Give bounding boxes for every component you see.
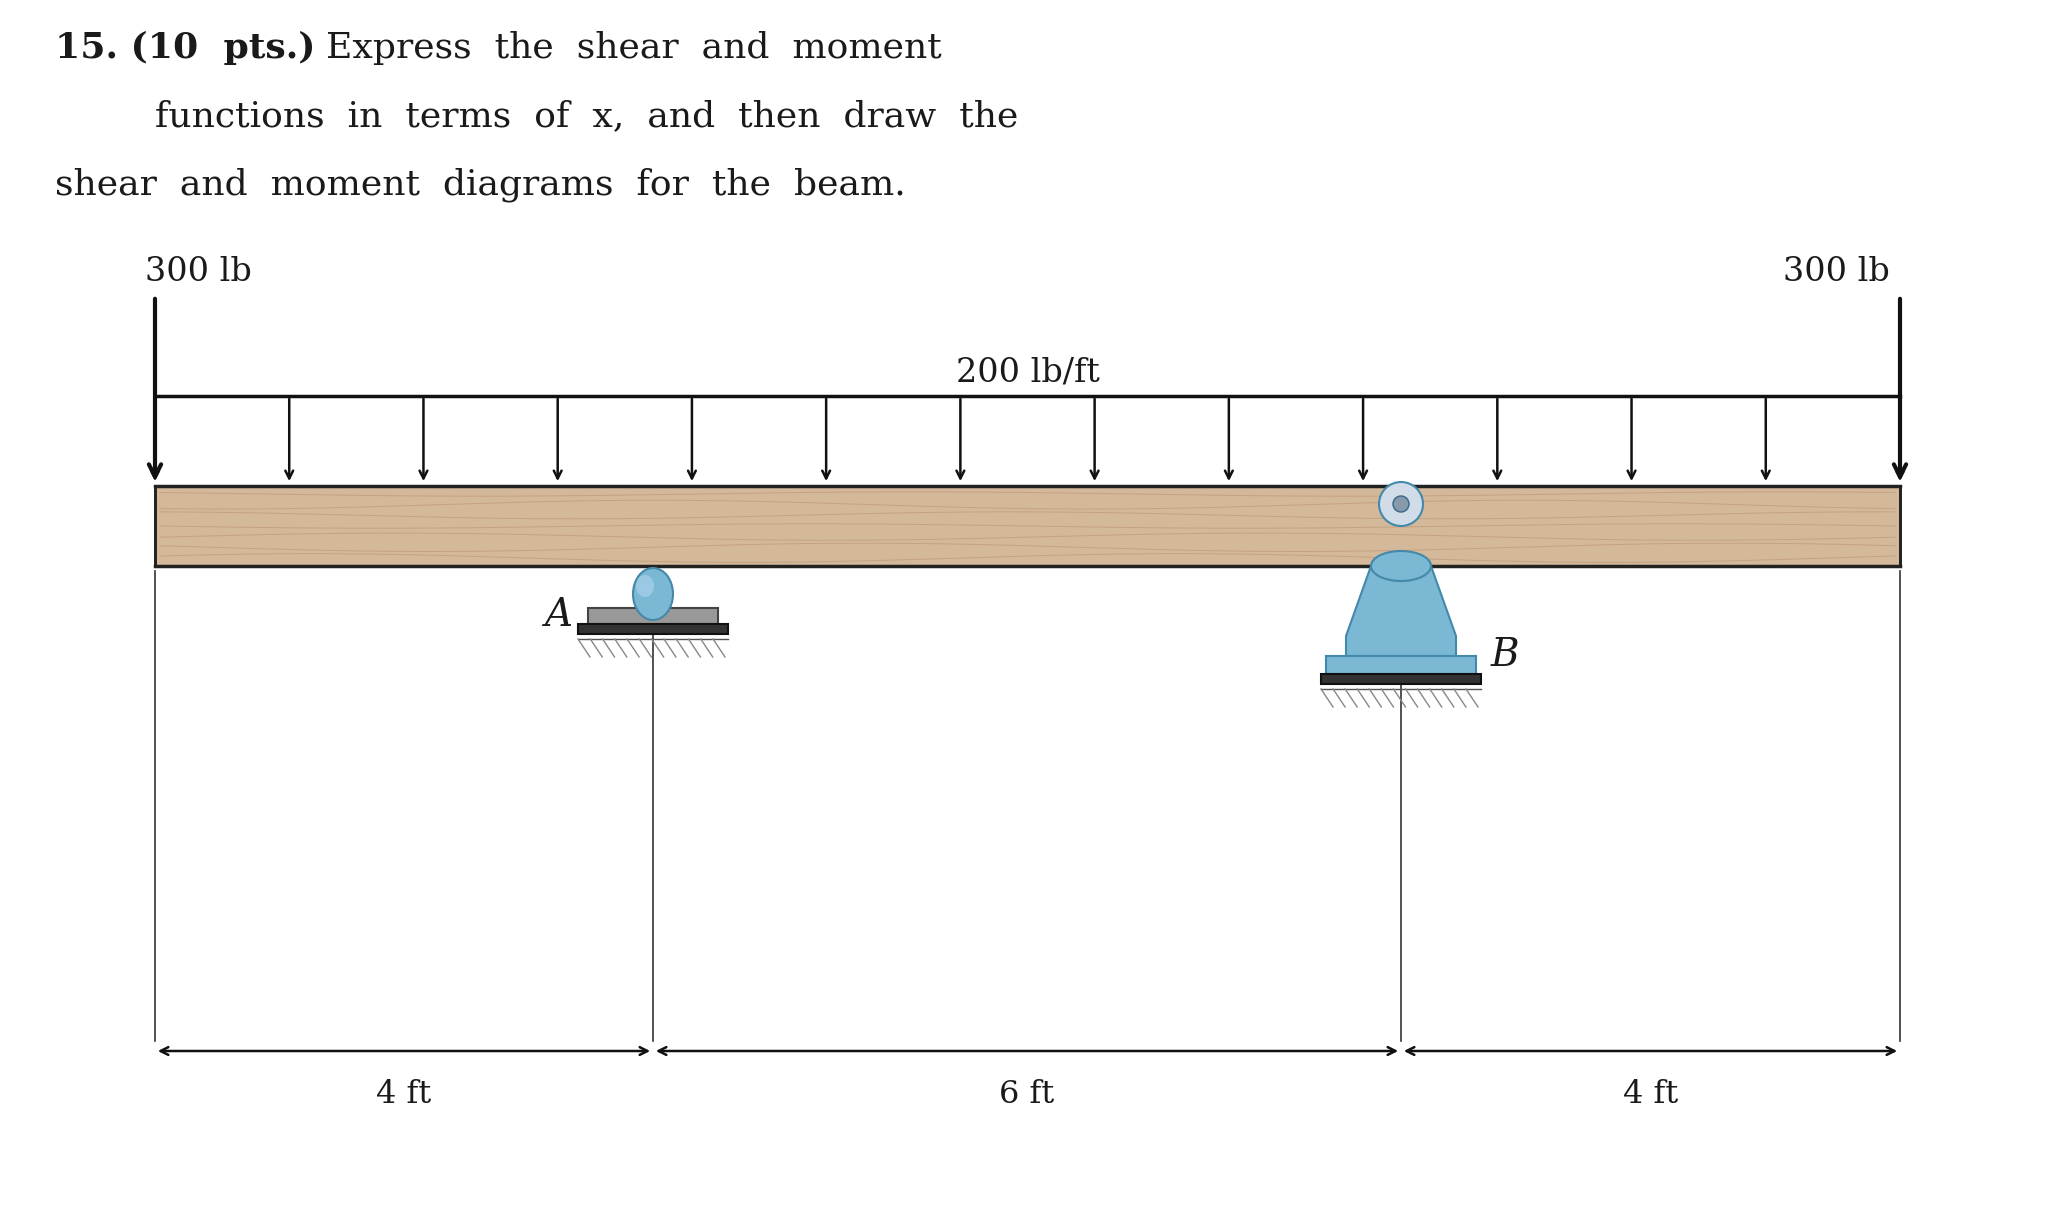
Bar <box>155 486 1901 566</box>
Ellipse shape <box>1393 496 1410 513</box>
Ellipse shape <box>1371 551 1430 581</box>
Text: 300 lb: 300 lb <box>145 256 252 288</box>
Text: A: A <box>544 597 573 634</box>
Text: 4 ft: 4 ft <box>376 1079 432 1110</box>
Text: 15. (10  pts.): 15. (10 pts.) <box>55 31 315 65</box>
Bar <box>1322 674 1481 684</box>
Text: Express  the  shear  and  moment: Express the shear and moment <box>303 31 941 65</box>
Bar <box>1326 656 1475 674</box>
Text: B: B <box>1492 637 1520 673</box>
Text: functions  in  terms  of  x,  and  then  draw  the: functions in terms of x, and then draw t… <box>155 99 1019 133</box>
Ellipse shape <box>636 575 655 597</box>
Bar <box>587 608 718 624</box>
Polygon shape <box>1346 566 1457 656</box>
Text: shear  and  moment  diagrams  for  the  beam.: shear and moment diagrams for the beam. <box>55 166 906 201</box>
Bar <box>579 624 728 634</box>
Text: 4 ft: 4 ft <box>1622 1079 1678 1110</box>
Ellipse shape <box>1379 482 1424 526</box>
Ellipse shape <box>632 568 673 620</box>
Text: 6 ft: 6 ft <box>998 1079 1054 1110</box>
Text: 300 lb: 300 lb <box>1784 256 1891 288</box>
Text: 200 lb/ft: 200 lb/ft <box>955 356 1099 388</box>
